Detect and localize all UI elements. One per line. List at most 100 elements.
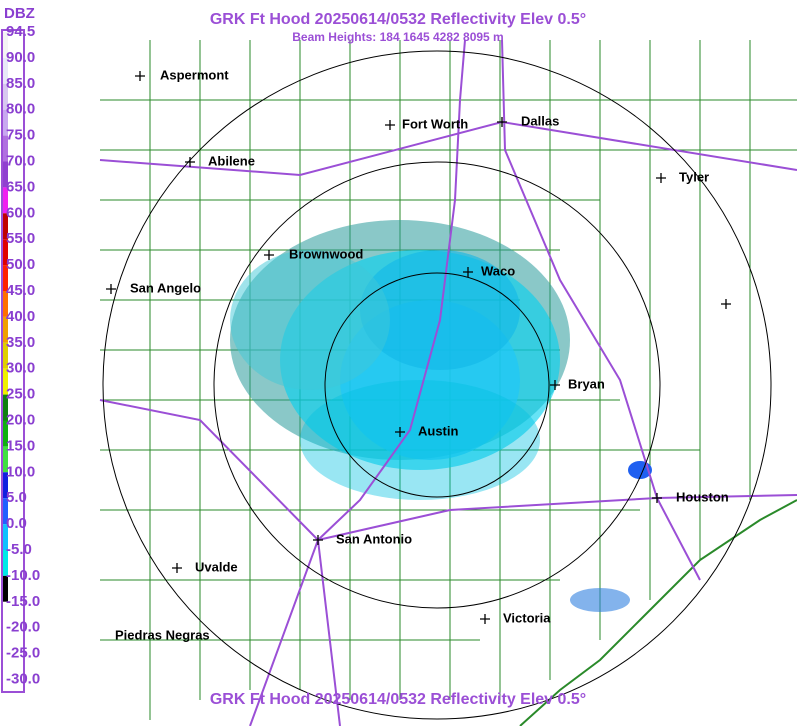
legend-swatch bbox=[3, 627, 8, 654]
legend-swatch bbox=[3, 524, 8, 550]
city-marker bbox=[721, 299, 731, 309]
legend-swatch bbox=[3, 83, 8, 110]
legend-label: 55.0 bbox=[6, 230, 35, 247]
legend-label: 25.0 bbox=[6, 386, 35, 403]
city-label: Fort Worth bbox=[402, 116, 468, 131]
city-marker bbox=[550, 380, 560, 390]
legend-swatch bbox=[3, 265, 8, 291]
range-ring bbox=[324, 272, 550, 498]
highway bbox=[249, 39, 466, 726]
coastline bbox=[519, 499, 797, 726]
legend-label: 5.0 bbox=[6, 489, 27, 506]
city-label: Abilene bbox=[208, 153, 255, 168]
legend-label: 40.0 bbox=[6, 308, 35, 325]
legend-swatch bbox=[3, 653, 8, 680]
city-marker bbox=[656, 173, 666, 183]
legend-swatch bbox=[3, 550, 8, 576]
city-marker bbox=[385, 120, 395, 130]
subtitle: Beam Heights: 184 1645 4282 8095 m bbox=[292, 30, 503, 44]
city-label: Brownwood bbox=[289, 246, 363, 261]
city-marker bbox=[135, 71, 145, 81]
legend-swatch bbox=[3, 368, 8, 395]
legend-label: 20.0 bbox=[6, 411, 35, 428]
legend-swatch bbox=[3, 420, 8, 447]
legend-swatch bbox=[3, 342, 8, 369]
legend-swatch bbox=[3, 316, 8, 343]
city-marker bbox=[106, 284, 116, 294]
legend-swatch bbox=[3, 291, 8, 317]
legend-label: -20.0 bbox=[6, 619, 40, 636]
cities: Aspermont Abilene Fort Worth Dallas Tyler Bro… bbox=[106, 67, 731, 642]
legend-label: 45.0 bbox=[6, 282, 35, 299]
highway bbox=[317, 494, 797, 541]
legend-swatch bbox=[3, 109, 8, 136]
city-marker bbox=[172, 563, 182, 573]
legend: 94.5 90.0 85.0 80.0 75.0 70.0 65.0 60.0 55.0 50.0… bbox=[3, 23, 40, 687]
city-marker bbox=[463, 267, 473, 277]
city-label: Houston bbox=[676, 489, 729, 504]
city-label: Victoria bbox=[503, 610, 551, 625]
legend-swatch bbox=[3, 213, 8, 240]
city-marker bbox=[264, 250, 274, 260]
highway bbox=[99, 120, 797, 177]
city-label: Uvalde bbox=[195, 559, 238, 574]
city-marker bbox=[313, 535, 323, 545]
range-ring bbox=[213, 161, 661, 609]
legend-title: DBZ bbox=[4, 5, 35, 22]
highways bbox=[99, 39, 797, 726]
legend-label: -25.0 bbox=[6, 645, 40, 662]
highway bbox=[99, 399, 341, 726]
legend-swatch bbox=[3, 187, 8, 214]
legend-label: 94.5 bbox=[6, 23, 35, 40]
city-label: Piedras Negras bbox=[115, 627, 210, 642]
legend-label: 50.0 bbox=[6, 256, 35, 273]
legend-label: 0.0 bbox=[6, 515, 27, 532]
city-label: Tyler bbox=[679, 169, 709, 184]
legend-swatch bbox=[3, 498, 8, 525]
city-label: Waco bbox=[481, 263, 515, 278]
legend-label: 10.0 bbox=[6, 463, 35, 480]
legend-swatch bbox=[3, 32, 8, 58]
legend-label: -5.0 bbox=[6, 541, 32, 558]
legend-label: 85.0 bbox=[6, 75, 35, 92]
legend-label: -15.0 bbox=[6, 593, 40, 610]
legend-swatch bbox=[3, 575, 8, 602]
footer-title: GRK Ft Hood 20250614/0532 Reflectivity E… bbox=[210, 691, 586, 708]
legend-label: 80.0 bbox=[6, 101, 35, 118]
legend-swatch bbox=[3, 239, 8, 266]
legend-label: 70.0 bbox=[6, 152, 35, 169]
legend-label: 60.0 bbox=[6, 204, 35, 221]
title: GRK Ft Hood 20250614/0532 Reflectivity E… bbox=[210, 11, 586, 28]
legend-swatch bbox=[3, 472, 8, 499]
legend-label: 90.0 bbox=[6, 49, 35, 66]
city-marker bbox=[480, 614, 490, 624]
legend-swatch bbox=[3, 57, 8, 84]
legend-swatch bbox=[3, 601, 8, 628]
legend-label: 30.0 bbox=[6, 360, 35, 377]
legend-label: -30.0 bbox=[6, 670, 40, 687]
legend-swatch bbox=[3, 446, 8, 473]
range-rings bbox=[102, 50, 772, 720]
legend-swatch bbox=[3, 135, 8, 162]
city-label: Dallas bbox=[521, 113, 559, 128]
city-label: Aspermont bbox=[160, 67, 229, 82]
city-label: San Angelo bbox=[130, 280, 201, 295]
city-label: Bryan bbox=[568, 376, 605, 391]
echoes bbox=[230, 220, 652, 612]
city-marker bbox=[395, 427, 405, 437]
city-label: San Antonio bbox=[336, 531, 412, 546]
legend-swatch bbox=[3, 394, 8, 421]
highway bbox=[501, 39, 701, 581]
city-label: Austin bbox=[418, 423, 459, 438]
city-marker bbox=[497, 117, 507, 127]
legend-label: 35.0 bbox=[6, 334, 35, 351]
range-ring bbox=[102, 50, 772, 720]
city-marker bbox=[652, 493, 662, 503]
legend-swatch bbox=[3, 161, 8, 188]
legend-label: -10.0 bbox=[6, 567, 40, 584]
legend-label: 65.0 bbox=[6, 178, 35, 195]
city-marker bbox=[185, 157, 195, 167]
legend-label: 15.0 bbox=[6, 437, 35, 454]
